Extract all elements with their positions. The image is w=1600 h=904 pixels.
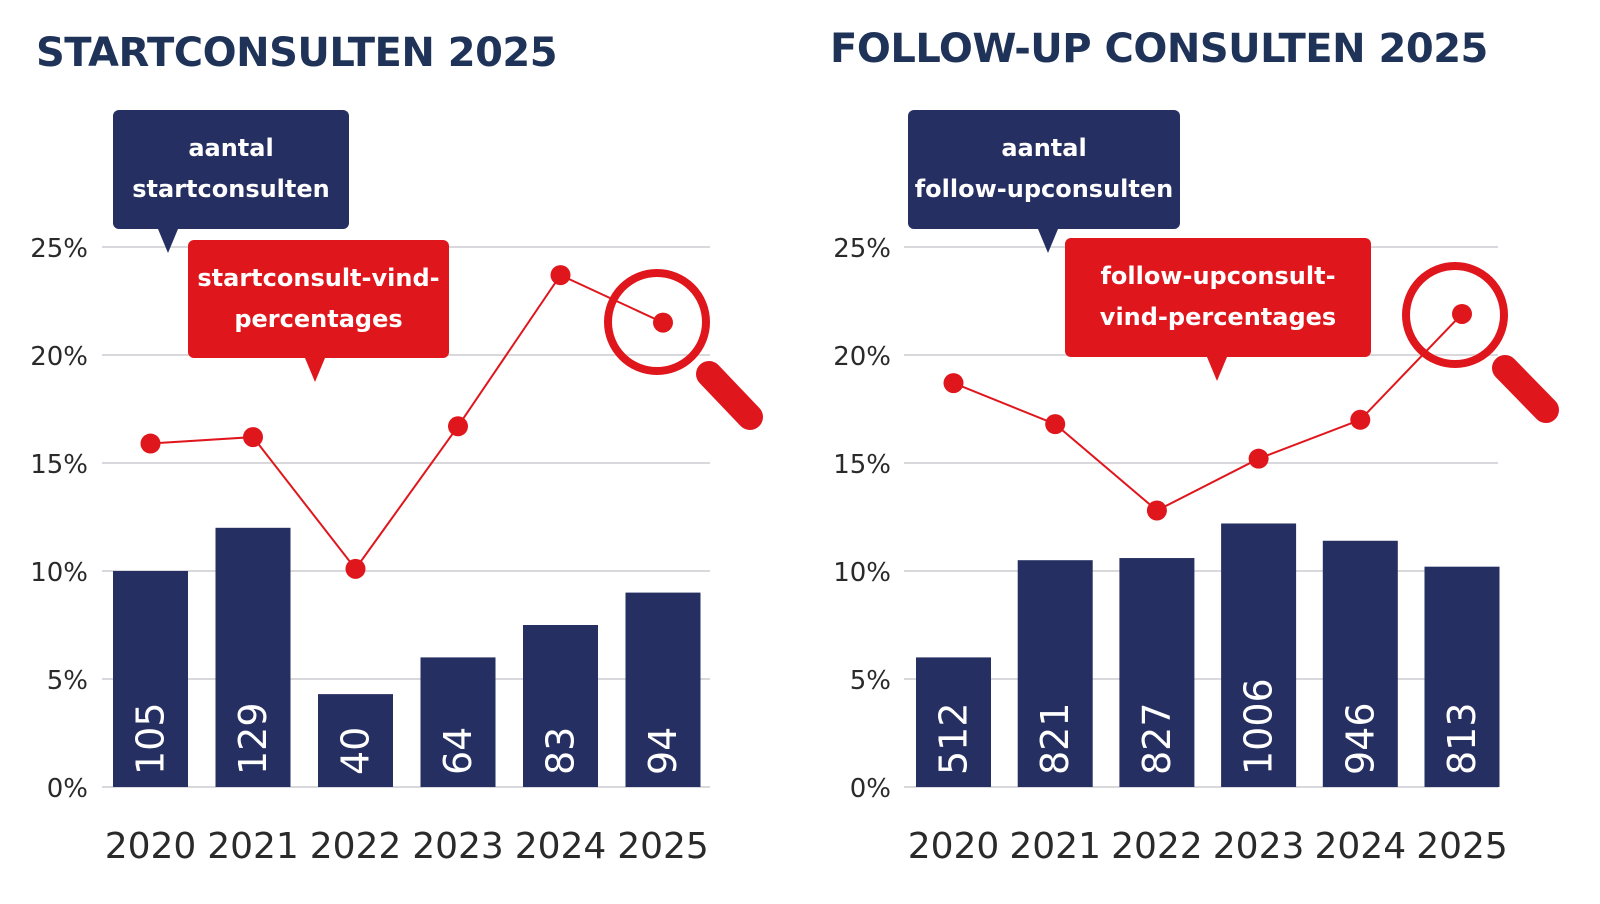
x-tick-label: 2022: [1111, 826, 1203, 867]
magnifier-icon: [604, 269, 710, 375]
line-point: [1146, 500, 1167, 521]
callout-label: aantal: [188, 134, 273, 162]
legend-callout-count-pointer: [1038, 229, 1058, 253]
chart-title-start: STARTCONSULTEN 2025: [36, 30, 558, 76]
callout-label: follow-upconsulten: [915, 175, 1174, 203]
x-tick-label: 2023: [412, 826, 504, 867]
y-tick-label: 20%: [833, 342, 891, 372]
bar: [523, 625, 598, 787]
bar-value-label: 105: [129, 702, 173, 775]
bar: [625, 592, 701, 787]
bar: [215, 527, 291, 787]
bar: [1424, 566, 1500, 787]
x-tick-label: 2021: [207, 826, 299, 867]
callout-label: startconsult-vind-: [197, 264, 439, 292]
x-tick-label: 2024: [1314, 826, 1406, 867]
callout-label: startconsulten: [132, 175, 330, 203]
y-tick-label: 25%: [30, 234, 88, 264]
bar-value-label: 946: [1338, 702, 1382, 775]
bar: [1017, 560, 1093, 787]
legend-callout-rate-pointer: [1207, 357, 1227, 381]
magnifier-icon: [1402, 262, 1508, 368]
callout-label: vind-percentages: [1100, 303, 1336, 331]
bar: [1221, 523, 1297, 787]
bar-value-label: 64: [436, 727, 480, 775]
bar-value-label: 129: [231, 702, 275, 775]
y-tick-label: 25%: [833, 234, 891, 264]
bar-value-label: 40: [334, 727, 378, 775]
y-tick-label: 10%: [30, 558, 88, 588]
callout-label: percentages: [234, 305, 402, 333]
line-series: [150, 273, 664, 571]
x-tick-label: 2020: [908, 826, 1000, 867]
line-series: [953, 313, 1463, 512]
x-tick-label: 2025: [1416, 826, 1508, 867]
bar: [420, 657, 496, 787]
legend-callout-rate-box: [1065, 238, 1371, 357]
y-tick-label: 15%: [30, 450, 88, 480]
bar: [113, 571, 188, 787]
y-tick-label: 0%: [47, 774, 88, 804]
magnifier-handle: [1492, 355, 1559, 423]
bar: [916, 657, 991, 787]
legend-callout-count-box: [908, 110, 1180, 229]
line-point: [943, 373, 964, 394]
bar-value-label: 83: [539, 727, 583, 775]
callout-label: follow-upconsult-: [1100, 262, 1335, 290]
y-tick-label: 10%: [833, 558, 891, 588]
bar-value-label: 1006: [1237, 678, 1281, 775]
x-tick-label: 2022: [310, 826, 402, 867]
line-point: [243, 427, 263, 448]
bar: [318, 694, 393, 787]
y-tick-label: 5%: [850, 666, 891, 696]
line-point: [653, 312, 673, 333]
magnifier-handle: [696, 361, 763, 430]
legend-callout-count-pointer: [158, 229, 178, 253]
bar-value-label: 821: [1033, 702, 1077, 775]
legend-callout-rate-pointer: [305, 358, 325, 382]
line-point: [1045, 414, 1066, 435]
bar: [1322, 540, 1398, 787]
y-tick-label: 0%: [850, 774, 891, 804]
legend-callout-rate-box: [188, 240, 449, 358]
legend-callout-rate: startconsult-vind-percentages: [188, 240, 449, 382]
x-tick-label: 2023: [1213, 826, 1305, 867]
chart-1: 0% 5% 10% 15% 20% 25% 512 2020 821 2021 827 2022 100…: [833, 110, 1559, 867]
y-tick-label: 20%: [30, 342, 88, 372]
legend-callout-count: aantal startconsulten: [113, 110, 349, 253]
y-tick-label: 5%: [47, 666, 88, 696]
line-point: [140, 433, 161, 454]
line-point: [550, 265, 571, 286]
bar: [1119, 558, 1195, 787]
y-tick-label: 15%: [833, 450, 891, 480]
bar-value-label: 813: [1440, 702, 1484, 775]
x-tick-label: 2025: [617, 826, 709, 867]
bar-value-label: 94: [641, 727, 685, 775]
x-tick-label: 2024: [515, 826, 607, 867]
legend-callout-rate: follow-upconsult-vind-percentages: [1065, 238, 1371, 381]
legend-callout-count-box: [113, 110, 349, 229]
callout-label: aantal: [1001, 134, 1086, 162]
line-point: [1452, 303, 1472, 324]
chart-0: 0% 5% 10% 15% 20% 25% 105 2020 129 2021 40 2022 64 20…: [30, 110, 763, 867]
line-point: [1350, 409, 1371, 430]
x-tick-label: 2020: [105, 826, 197, 867]
chart-title-followup: FOLLOW-UP CONSULTEN 2025: [830, 26, 1488, 72]
line-point: [345, 558, 366, 579]
legend-callout-count: aantal follow-upconsulten: [908, 110, 1180, 253]
line-point: [1248, 448, 1269, 469]
bar-value-label: 512: [932, 702, 976, 775]
x-tick-label: 2021: [1009, 826, 1101, 867]
line-point: [448, 416, 468, 437]
bar-value-label: 827: [1135, 702, 1179, 775]
